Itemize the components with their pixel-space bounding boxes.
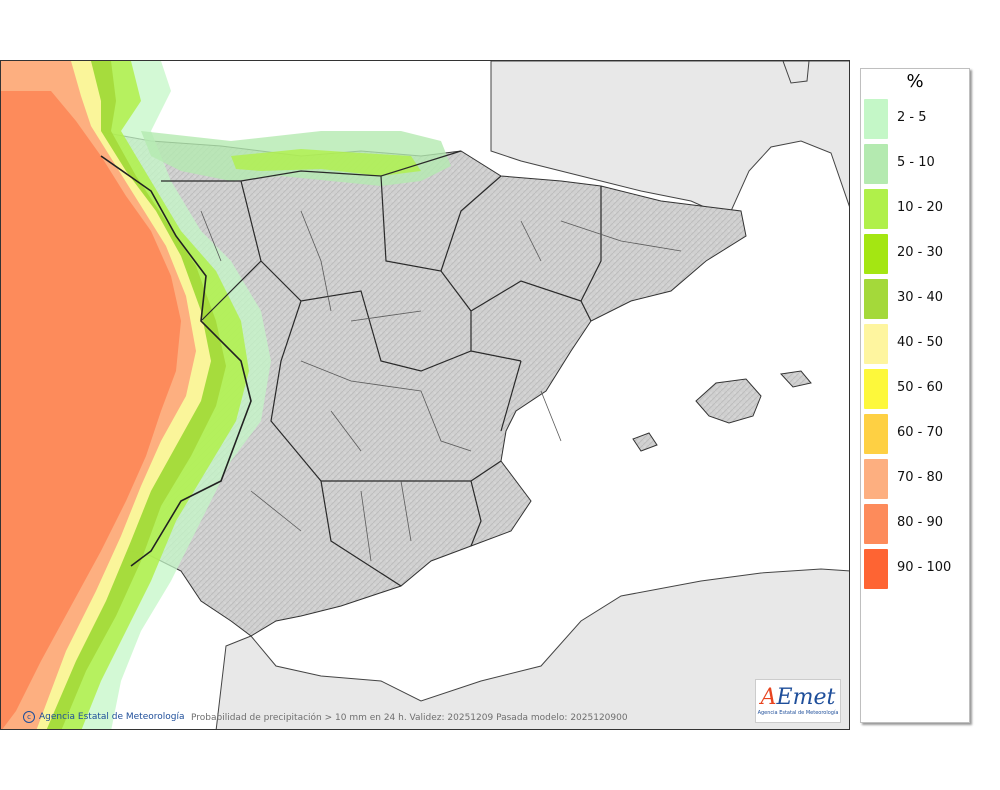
- legend-swatch: [864, 459, 888, 499]
- precip-band-north-strong: [231, 149, 421, 176]
- portugal-border: [100, 155, 252, 567]
- legend-swatch: [864, 99, 888, 139]
- aemet-wordmark: AEmet: [760, 684, 836, 710]
- legend-item: 50 - 60: [864, 366, 968, 409]
- legend-label: 5 - 10: [897, 155, 935, 170]
- credit-text: Agencia Estatal de Meteorología: [39, 712, 185, 722]
- legend-item: 90 - 100: [864, 546, 968, 589]
- legend-label: 50 - 60: [897, 380, 944, 395]
- legend-panel: % 2 - 5 5 - 10 10 - 20 20 - 30 30 - 40 40 - 5…: [860, 68, 970, 723]
- legend-swatch: [864, 144, 888, 184]
- legend-item: 70 - 80: [864, 456, 968, 499]
- legend-swatch: [864, 324, 888, 364]
- map-caption: Probabilidad de precipitación > 10 mm en…: [191, 713, 628, 723]
- legend-item: 30 - 40: [864, 276, 968, 319]
- legend-item: 60 - 70: [864, 411, 968, 454]
- legend-label: 2 - 5: [897, 110, 927, 125]
- legend-label: 80 - 90: [897, 515, 944, 530]
- legend-label: 60 - 70: [897, 425, 944, 440]
- legend-swatch: [864, 189, 888, 229]
- legend-swatch: [864, 549, 888, 589]
- mallorca-land: [695, 378, 762, 424]
- africa-land: [215, 568, 849, 729]
- legend-label: 70 - 80: [897, 470, 944, 485]
- probability-map: c Agencia Estatal de Meteorología Probab…: [0, 60, 850, 730]
- aemet-logo: AEmet Agencia Estatal de Meteorología: [755, 679, 841, 723]
- legend-swatch: [864, 414, 888, 454]
- precip-band-80-90: [1, 91, 181, 729]
- legend-item: 40 - 50: [864, 321, 968, 364]
- map-canvas: [1, 61, 849, 729]
- ibiza-land: [632, 432, 658, 452]
- legend-swatch: [864, 369, 888, 409]
- legend-label: 40 - 50: [897, 335, 944, 350]
- menorca-land: [779, 370, 812, 388]
- legend-label: 30 - 40: [897, 290, 944, 305]
- legend-item: 2 - 5: [864, 96, 968, 139]
- credit-line: c Agencia Estatal de Meteorología: [23, 711, 185, 723]
- legend-swatch: [864, 279, 888, 319]
- legend-label: 90 - 100: [897, 560, 952, 575]
- legend-label: 10 - 20: [897, 200, 944, 215]
- legend-item: 20 - 30: [864, 231, 968, 274]
- region-borders: [161, 150, 602, 587]
- legend-swatch: [864, 504, 888, 544]
- corsica-land: [782, 61, 810, 84]
- copyright-icon: c: [23, 711, 35, 723]
- province-borders: [200, 210, 682, 562]
- legend-item: 5 - 10: [864, 141, 968, 184]
- legend-swatch: [864, 234, 888, 274]
- legend-title: %: [906, 71, 924, 92]
- legend-item: 10 - 20: [864, 186, 968, 229]
- aemet-subtitle: Agencia Estatal de Meteorología: [757, 709, 839, 716]
- legend-label: 20 - 30: [897, 245, 944, 260]
- legend-item: 80 - 90: [864, 501, 968, 544]
